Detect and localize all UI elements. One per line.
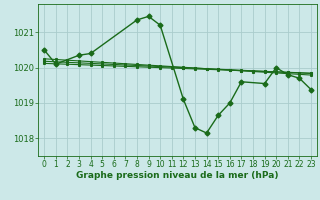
X-axis label: Graphe pression niveau de la mer (hPa): Graphe pression niveau de la mer (hPa) xyxy=(76,171,279,180)
